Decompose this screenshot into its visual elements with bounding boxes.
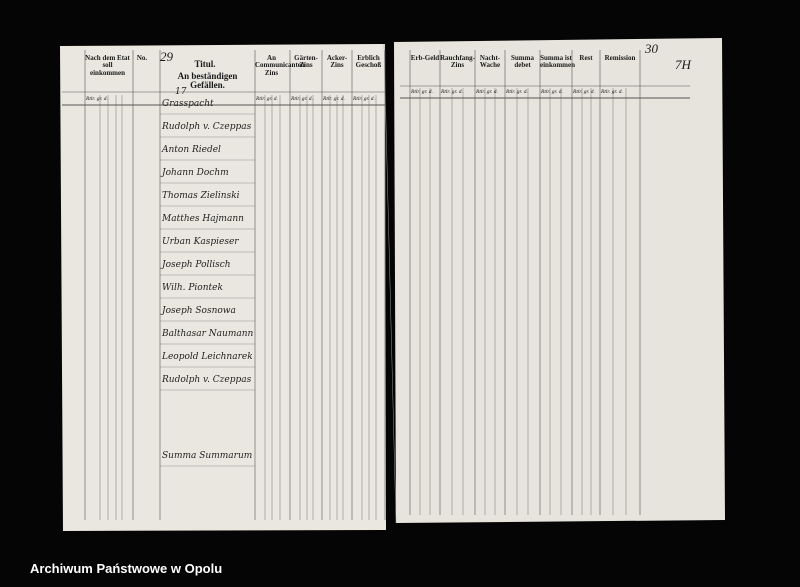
unit-header: Rtlr. gr. d. <box>86 96 108 102</box>
entry-name: Anton Riedel <box>162 145 221 155</box>
page-mark: 7H <box>675 57 691 72</box>
unit-header: Rtlr. gr. d. <box>441 89 463 95</box>
column-header: Gärten-Zins <box>294 54 318 70</box>
column-header: An Communicanten Zins <box>255 54 305 77</box>
entry-name: Leopold Leichnarek <box>162 352 253 362</box>
number: 17 <box>175 87 187 97</box>
title: Titul. <box>194 59 216 69</box>
unit-header: Rtlr. gr. d. <box>353 96 375 102</box>
unit-header: Rtlr. gr. d. <box>291 96 313 102</box>
entry-name: Matthes Hajmann <box>162 214 244 224</box>
page-number: 29 <box>160 49 173 64</box>
entry-name: Johann Dochm <box>162 168 229 178</box>
unit-header: Rtlr. gr. d. <box>411 89 433 95</box>
entry-name: Thomas Zielinski <box>162 191 240 201</box>
column-header: Erblich Geschoß <box>355 54 382 70</box>
column-header: No. <box>136 54 148 62</box>
column-header: Nacht-Wache <box>479 54 501 70</box>
column-header: Erb-Geld <box>410 54 440 62</box>
entry-name: Grasspacht <box>162 99 214 109</box>
entry-name: Balthasar Naumann <box>162 329 254 339</box>
column-header: Remission <box>604 54 636 62</box>
left-page <box>60 44 386 531</box>
unit-header: Rtlr. gr. d. <box>506 89 528 95</box>
subtitle: An beständigen Gefällen. <box>177 71 238 91</box>
unit-header: Rtlr. gr. d. <box>541 89 563 95</box>
column-header: Rest <box>579 54 593 62</box>
unit-header: Rtlr. gr. d. <box>601 89 623 95</box>
column-header: Nach dem Etat soll einkommen <box>85 54 130 77</box>
entry-name: Rudolph v. Czeppas <box>162 122 252 132</box>
entry-name: Rudolph v. Czeppas <box>162 375 252 385</box>
column-header: Acker-Zins <box>326 54 348 70</box>
column-header: Rauchfang-Zins <box>440 54 476 70</box>
unit-header: Rtlr. gr. d. <box>323 96 345 102</box>
binding <box>383 43 397 524</box>
entry-name: Wilh. Piontek <box>162 283 223 293</box>
entry-name: Joseph Pollisch <box>162 260 231 270</box>
page-number: 30 <box>645 41 658 56</box>
unit-header: Rtlr. gr. d. <box>476 89 498 95</box>
archive-name: Archiwum Państwowe w Opolu <box>30 561 223 576</box>
entry-name: Joseph Sosnowa <box>162 306 236 316</box>
column-header: Summa debet <box>511 54 534 70</box>
right-page <box>394 38 725 523</box>
column-header: Summa ist einkommen <box>540 54 575 70</box>
unit-header: Rtlr. gr. d. <box>573 89 595 95</box>
unit-header: Rtlr. gr. d. <box>256 96 278 102</box>
entry-name: Summa Summarum <box>162 451 253 461</box>
entry-name: Urban Kaspieser <box>162 237 239 247</box>
